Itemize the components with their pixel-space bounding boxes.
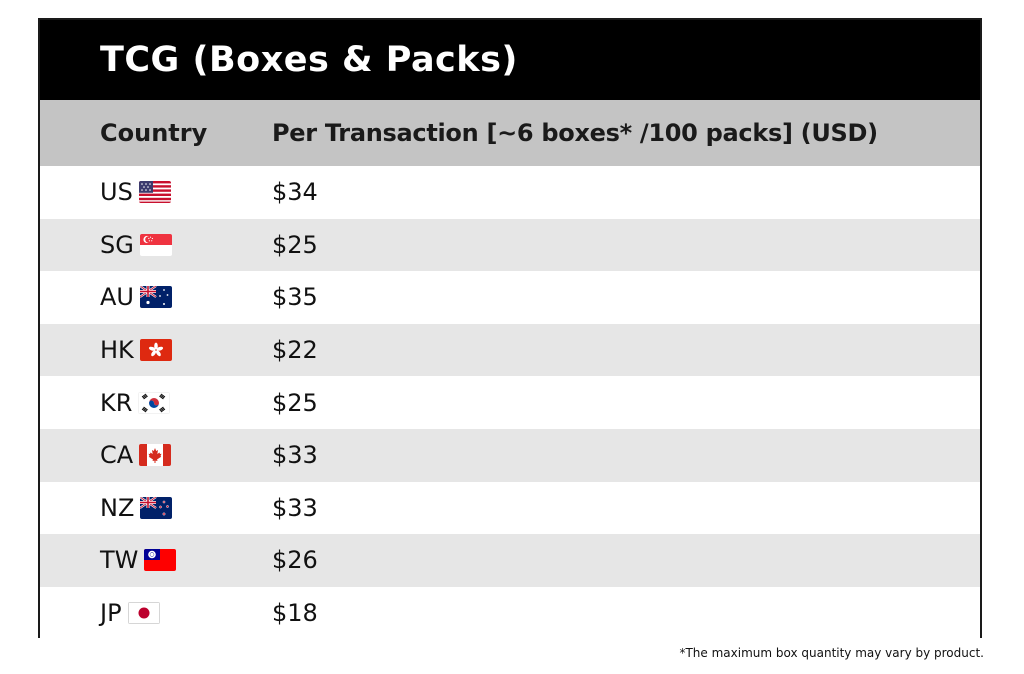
country-cell: NZ xyxy=(40,494,272,522)
country-cell: JP xyxy=(40,599,272,627)
country-cell: TW xyxy=(40,546,272,574)
country-cell: SG xyxy=(40,231,272,259)
header-price: Per Transaction [~6 boxes* /100 packs] (… xyxy=(272,119,878,147)
table-row: AU $35 xyxy=(40,271,980,324)
ca-flag-icon xyxy=(139,444,172,467)
country-cell: AU xyxy=(40,283,272,311)
table-header-row: Country Per Transaction [~6 boxes* /100 … xyxy=(40,100,980,166)
price-cell: $33 xyxy=(272,441,318,470)
kr-flag-icon xyxy=(138,391,171,414)
country-code: KR xyxy=(100,388,133,417)
price-cell: $33 xyxy=(272,493,318,522)
table-row: TW $26 xyxy=(40,534,980,587)
sg-flag-icon xyxy=(139,233,172,256)
country-cell: KR xyxy=(40,389,272,417)
country-cell: HK xyxy=(40,336,272,364)
price-cell: $35 xyxy=(272,283,318,312)
price-cell: $25 xyxy=(272,388,318,417)
price-cell: $25 xyxy=(272,230,318,259)
price-cell: $18 xyxy=(272,599,318,628)
table-body: US $34 SG xyxy=(40,166,980,640)
country-code: NZ xyxy=(100,493,135,522)
country-code: JP xyxy=(100,599,122,628)
table-row: HK $22 xyxy=(40,323,980,377)
table-row: CA $33 xyxy=(40,428,980,482)
country-code: CA xyxy=(100,441,134,470)
us-flag-icon xyxy=(138,181,171,204)
table-row: KR $25 xyxy=(40,376,980,429)
price-cell: $22 xyxy=(272,336,318,365)
table-row: SG $25 xyxy=(40,218,980,272)
country-cell: US xyxy=(40,178,272,206)
hk-flag-icon xyxy=(139,339,172,362)
footnote: *The maximum box quantity may vary by pr… xyxy=(679,646,984,660)
header-country: Country xyxy=(100,119,208,147)
table-row: JP $18 xyxy=(40,586,980,640)
country-code: TW xyxy=(100,546,139,575)
au-flag-icon xyxy=(139,286,172,309)
country-code: AU xyxy=(100,283,134,312)
tw-flag-icon xyxy=(144,549,177,572)
table-row: US $34 xyxy=(40,166,980,219)
country-cell: CA xyxy=(40,441,272,469)
table-title: TCG (Boxes & Packs) xyxy=(40,20,980,100)
price-cell: $26 xyxy=(272,546,318,575)
country-code: HK xyxy=(100,336,134,365)
price-cell: $34 xyxy=(272,178,318,207)
pricing-table-card: TCG (Boxes & Packs) Country Per Transact… xyxy=(38,18,982,640)
country-code: SG xyxy=(100,230,134,259)
nz-flag-icon xyxy=(140,496,173,519)
jp-flag-icon xyxy=(127,602,160,624)
country-code: US xyxy=(100,178,133,207)
table-row: NZ $33 xyxy=(40,481,980,535)
